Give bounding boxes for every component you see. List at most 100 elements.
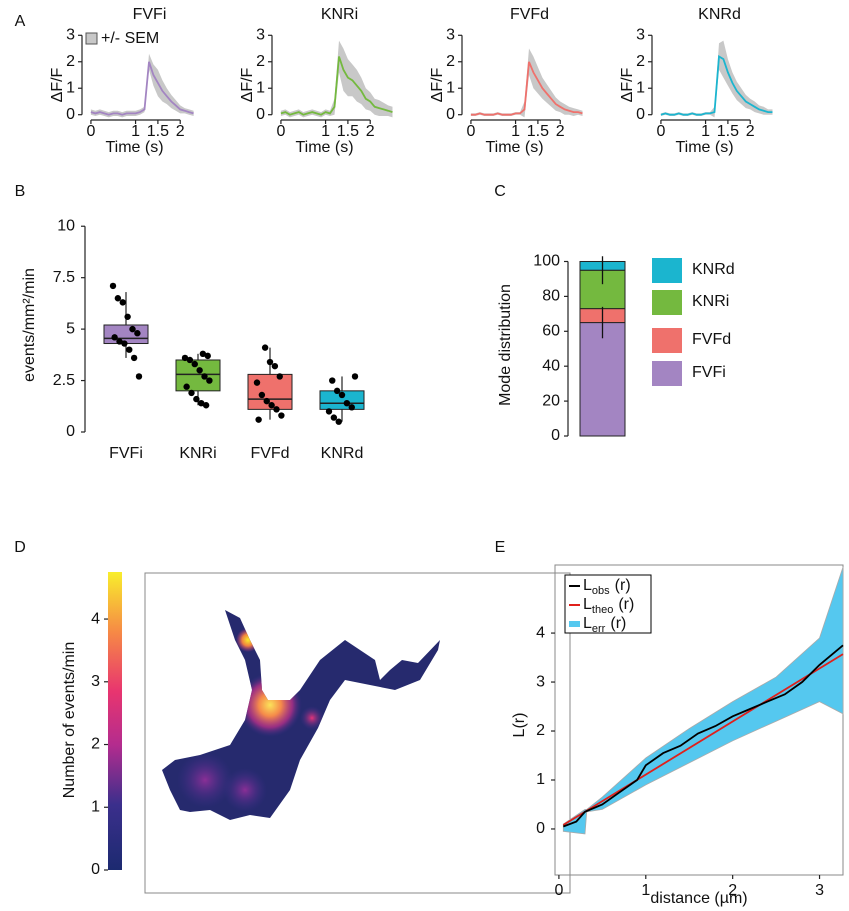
- y-axis-label: L(r): [511, 713, 528, 738]
- legend-label: FVFi: [692, 364, 726, 381]
- data-point: [206, 377, 213, 384]
- y-tick-label: 1: [536, 771, 545, 788]
- series-line: [562, 653, 844, 826]
- x-tick-label: 1: [511, 123, 520, 140]
- x-tick-label: 3: [815, 882, 824, 899]
- y-tick-label: 2: [256, 53, 265, 70]
- y-tick-label: 20: [542, 392, 560, 409]
- y-tick-label: 0: [446, 106, 455, 123]
- y-tick-label: 0: [551, 427, 560, 444]
- y-tick-label: 0: [66, 423, 75, 440]
- data-point: [121, 340, 128, 347]
- data-point: [135, 373, 143, 380]
- data-point: [348, 404, 355, 411]
- chart-title: FVFd: [510, 6, 549, 23]
- data-point: [130, 354, 138, 362]
- colorbar-tick-label: 0: [91, 861, 100, 878]
- x-tick-label: 2: [556, 123, 565, 140]
- data-point: [273, 406, 280, 413]
- legend-subscript: err: [592, 623, 606, 635]
- data-point: [253, 379, 261, 386]
- data-point: [188, 389, 195, 397]
- x-tick-label: 2: [176, 123, 185, 140]
- y-axis-label: ΔF/F: [49, 67, 66, 102]
- legend-suffix: (r): [610, 615, 626, 632]
- y-tick-label: 3: [66, 27, 75, 44]
- data-point: [201, 373, 208, 380]
- y-tick-label: 3: [256, 27, 265, 44]
- panel-label: A: [15, 13, 26, 30]
- box: [175, 359, 221, 392]
- data-point: [271, 362, 279, 370]
- x-axis-label: Time (s): [485, 139, 543, 156]
- data-point: [196, 367, 203, 374]
- data-point: [333, 387, 341, 395]
- y-tick-label: 0: [256, 106, 265, 123]
- y-tick-label: 3: [446, 27, 455, 44]
- box: [103, 324, 149, 345]
- hotspot: [300, 706, 324, 730]
- data-point: [325, 408, 333, 415]
- colorbar-tick-label: 2: [91, 736, 100, 753]
- colorbar-label: Number of events/min: [61, 642, 78, 799]
- data-point: [258, 391, 266, 399]
- x-tick-label: 2: [746, 123, 755, 140]
- map-frame: [144, 572, 571, 894]
- y-axis-label: ΔF/F: [429, 67, 446, 102]
- y-tick-label: 7.5: [53, 269, 75, 286]
- legend-swatch: [652, 328, 682, 353]
- data-point: [114, 295, 122, 302]
- x-tick-label: 1: [131, 123, 140, 140]
- chart-title: FVFi: [133, 6, 167, 23]
- x-tick-label: 1.5: [337, 123, 359, 140]
- x-tick-label: KNRi: [179, 445, 216, 462]
- data-point: [276, 373, 283, 380]
- panel-label: E: [495, 539, 506, 556]
- data-point: [261, 344, 269, 351]
- x-tick-label: 0: [554, 882, 563, 899]
- hotspot: [223, 768, 267, 812]
- x-axis-label: distance (µm): [650, 890, 747, 907]
- data-point: [111, 334, 118, 341]
- data-point: [119, 299, 126, 306]
- colorbar-tick-label: 3: [91, 673, 100, 690]
- trace-line: [470, 61, 583, 116]
- legend-name: L: [583, 615, 592, 632]
- x-tick-label: 1.5: [527, 123, 549, 140]
- y-tick-label: 1: [446, 79, 455, 96]
- data-point: [183, 383, 190, 390]
- legend-name: L: [583, 577, 592, 594]
- legend-subscript: obs: [592, 585, 610, 597]
- data-point: [134, 330, 141, 337]
- legend-swatch: [652, 258, 682, 283]
- x-tick-label: FVFd: [250, 445, 289, 462]
- data-point: [181, 354, 189, 362]
- y-tick-label: 100: [533, 253, 560, 270]
- panel-label: C: [494, 183, 506, 200]
- x-axis-label: Time (s): [295, 139, 353, 156]
- x-tick-label: 1.5: [147, 123, 169, 140]
- data-point: [116, 338, 123, 345]
- y-axis-label: Mode distribution: [497, 284, 514, 406]
- data-point: [278, 412, 285, 419]
- cell-map: [162, 610, 440, 820]
- panel-label: B: [15, 183, 26, 200]
- plot-frame: [554, 564, 844, 876]
- trace-line: [90, 61, 194, 116]
- data-point: [124, 313, 131, 320]
- data-point: [202, 402, 210, 409]
- colorbar: [108, 572, 122, 870]
- x-tick-label: 0: [656, 123, 665, 140]
- data-point: [109, 282, 117, 290]
- x-tick-label: 2: [728, 882, 737, 899]
- trace-line: [660, 54, 773, 116]
- legend-label: Ltheo (r): [583, 596, 634, 616]
- legend-swatch: [652, 361, 682, 386]
- y-tick-label: 2: [446, 53, 455, 70]
- colorbar-tick-label: 1: [91, 798, 100, 815]
- y-tick-label: 2: [536, 722, 545, 739]
- data-point: [204, 352, 211, 360]
- data-point: [343, 399, 351, 407]
- data-point: [198, 399, 205, 407]
